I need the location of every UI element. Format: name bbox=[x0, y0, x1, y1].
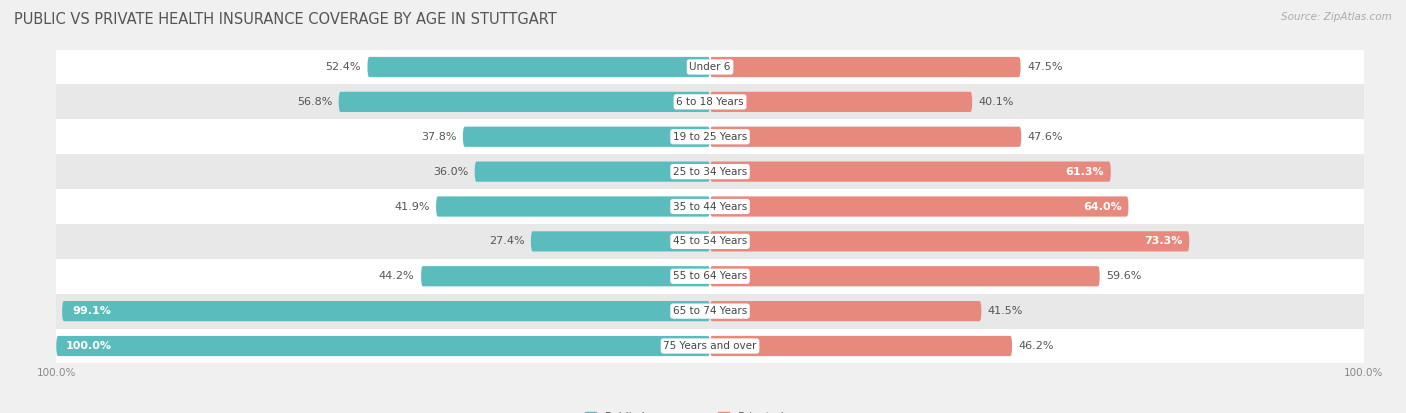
Text: 59.6%: 59.6% bbox=[1107, 271, 1142, 281]
Text: 46.2%: 46.2% bbox=[1018, 341, 1054, 351]
Text: 44.2%: 44.2% bbox=[378, 271, 415, 281]
Text: 64.0%: 64.0% bbox=[1083, 202, 1122, 211]
Text: Source: ZipAtlas.com: Source: ZipAtlas.com bbox=[1281, 12, 1392, 22]
FancyBboxPatch shape bbox=[710, 301, 981, 321]
Bar bbox=[56, 154, 1364, 189]
FancyBboxPatch shape bbox=[56, 336, 710, 356]
Text: 36.0%: 36.0% bbox=[433, 166, 468, 177]
FancyBboxPatch shape bbox=[339, 92, 710, 112]
Text: 73.3%: 73.3% bbox=[1144, 236, 1182, 247]
FancyBboxPatch shape bbox=[710, 161, 1111, 182]
Bar bbox=[56, 224, 1364, 259]
Text: 35 to 44 Years: 35 to 44 Years bbox=[673, 202, 747, 211]
Bar bbox=[56, 294, 1364, 329]
FancyBboxPatch shape bbox=[710, 266, 1099, 286]
Text: 19 to 25 Years: 19 to 25 Years bbox=[673, 132, 747, 142]
FancyBboxPatch shape bbox=[531, 231, 710, 252]
Text: 75 Years and over: 75 Years and over bbox=[664, 341, 756, 351]
Text: 100.0%: 100.0% bbox=[66, 341, 112, 351]
FancyBboxPatch shape bbox=[62, 301, 710, 321]
Text: 45 to 54 Years: 45 to 54 Years bbox=[673, 236, 747, 247]
Bar bbox=[56, 189, 1364, 224]
FancyBboxPatch shape bbox=[475, 161, 710, 182]
Text: 41.5%: 41.5% bbox=[988, 306, 1024, 316]
Text: 40.1%: 40.1% bbox=[979, 97, 1014, 107]
Text: 65 to 74 Years: 65 to 74 Years bbox=[673, 306, 747, 316]
Text: 47.6%: 47.6% bbox=[1028, 132, 1063, 142]
Text: Under 6: Under 6 bbox=[689, 62, 731, 72]
FancyBboxPatch shape bbox=[436, 197, 710, 216]
FancyBboxPatch shape bbox=[710, 336, 1012, 356]
Legend: Public Insurance, Private Insurance: Public Insurance, Private Insurance bbox=[581, 408, 839, 413]
Bar bbox=[56, 84, 1364, 119]
Text: 52.4%: 52.4% bbox=[325, 62, 361, 72]
FancyBboxPatch shape bbox=[710, 197, 1129, 216]
Text: 61.3%: 61.3% bbox=[1066, 166, 1104, 177]
FancyBboxPatch shape bbox=[710, 57, 1021, 77]
Text: 27.4%: 27.4% bbox=[489, 236, 524, 247]
FancyBboxPatch shape bbox=[463, 127, 710, 147]
Text: 25 to 34 Years: 25 to 34 Years bbox=[673, 166, 747, 177]
Bar bbox=[56, 119, 1364, 154]
FancyBboxPatch shape bbox=[710, 92, 972, 112]
Bar bbox=[56, 329, 1364, 363]
FancyBboxPatch shape bbox=[367, 57, 710, 77]
FancyBboxPatch shape bbox=[710, 127, 1021, 147]
Text: 56.8%: 56.8% bbox=[297, 97, 332, 107]
Bar bbox=[56, 50, 1364, 84]
Text: 47.5%: 47.5% bbox=[1028, 62, 1063, 72]
Text: 55 to 64 Years: 55 to 64 Years bbox=[673, 271, 747, 281]
Text: 37.8%: 37.8% bbox=[420, 132, 457, 142]
FancyBboxPatch shape bbox=[710, 231, 1189, 252]
Text: 99.1%: 99.1% bbox=[72, 306, 111, 316]
FancyBboxPatch shape bbox=[420, 266, 710, 286]
Text: 6 to 18 Years: 6 to 18 Years bbox=[676, 97, 744, 107]
Text: PUBLIC VS PRIVATE HEALTH INSURANCE COVERAGE BY AGE IN STUTTGART: PUBLIC VS PRIVATE HEALTH INSURANCE COVER… bbox=[14, 12, 557, 27]
Bar bbox=[56, 259, 1364, 294]
Text: 41.9%: 41.9% bbox=[394, 202, 430, 211]
